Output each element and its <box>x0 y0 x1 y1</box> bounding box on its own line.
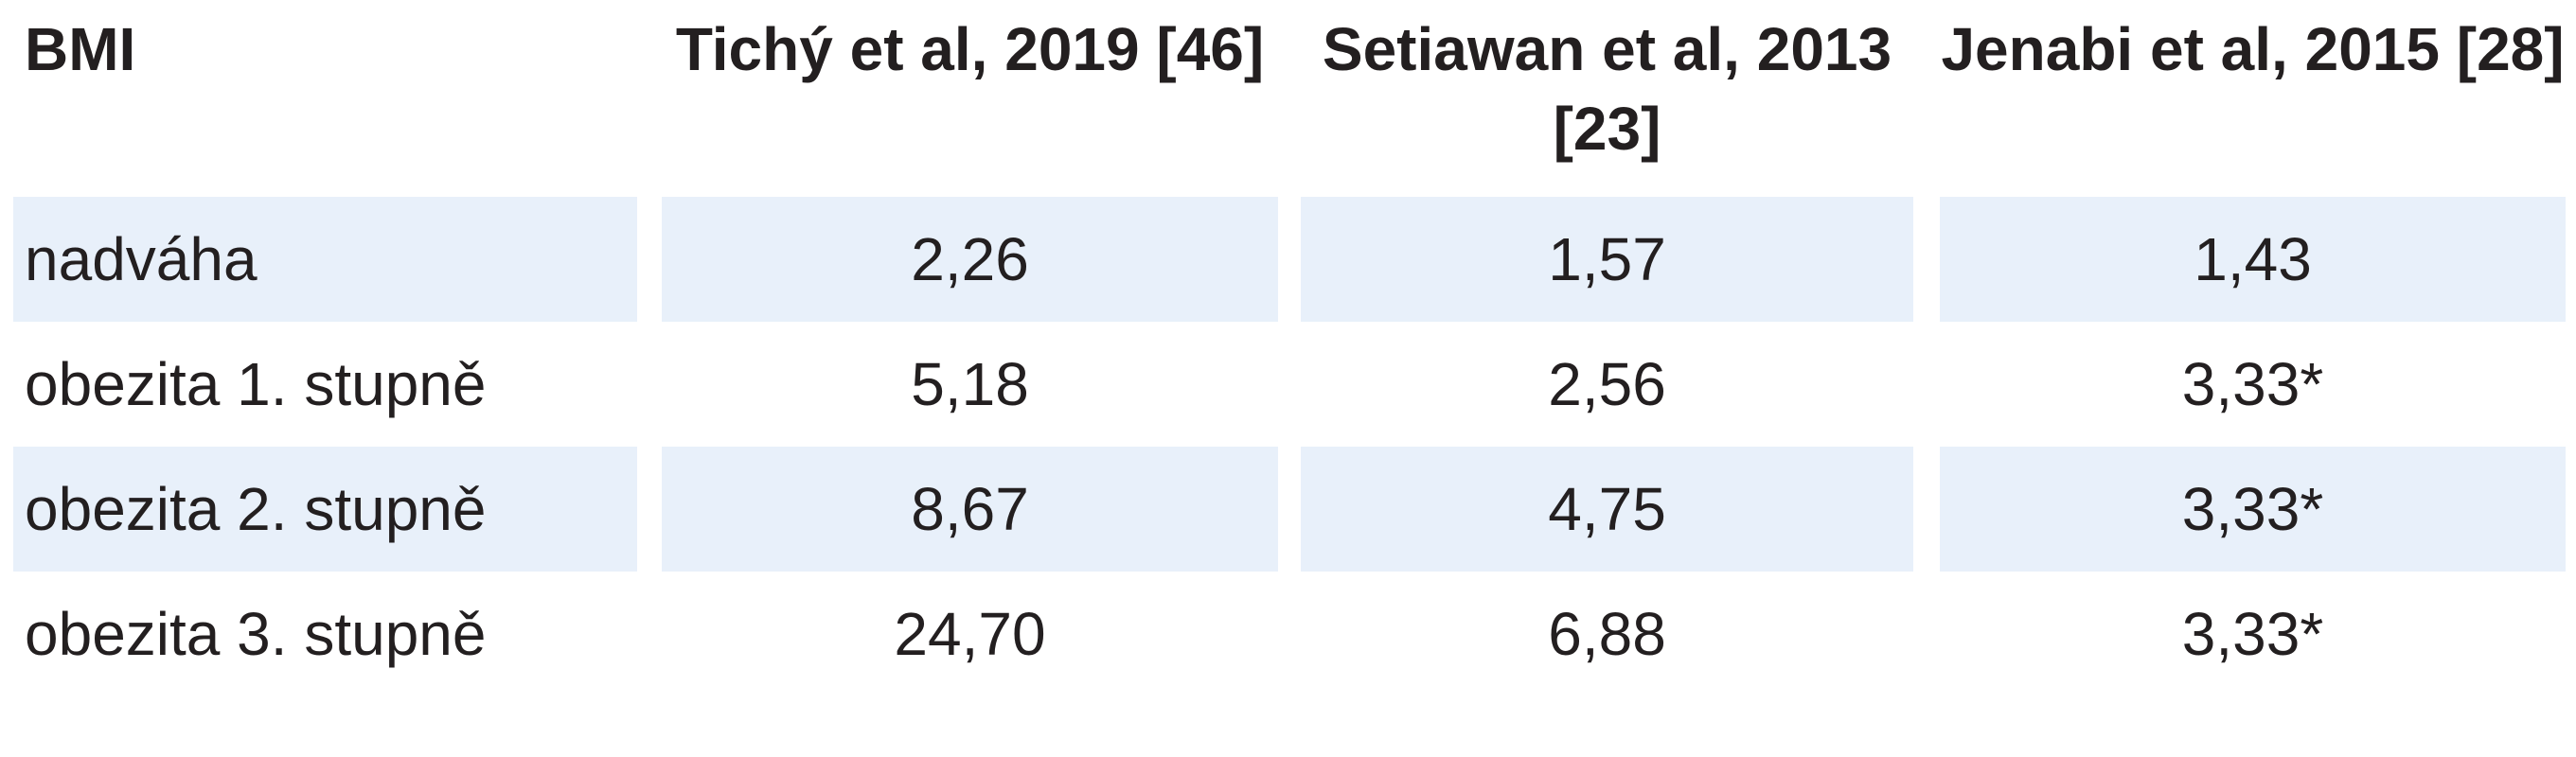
row-label: obezita 3. stupně <box>25 600 487 668</box>
row-label: nadváha <box>13 197 637 322</box>
value-cell: 2,26 <box>662 197 1278 322</box>
value-cell: 1,57 <box>1301 197 1913 322</box>
header-cell: Tichý et al, 2019 [46] <box>675 15 1265 83</box>
header-cell: BMI <box>25 15 136 83</box>
value-cell: 2,56 <box>1548 350 1666 418</box>
value-cell: 6,88 <box>1548 600 1666 668</box>
header-cell: Setiawan et al, 2013 [23] <box>1322 15 1892 163</box>
value-cell: 5,18 <box>911 350 1029 418</box>
header-cell: Jenabi et al, 2015 [28] <box>1941 15 2565 83</box>
value-cell: 8,67 <box>662 447 1278 572</box>
value-cell: 4,75 <box>1301 447 1913 572</box>
value-cell: 24,70 <box>894 600 1046 668</box>
value-cell: 1,43 <box>1940 197 2566 322</box>
value-cell: 3,33* <box>1940 447 2566 572</box>
value-cell: 3,33* <box>2181 350 2324 418</box>
row-label: obezita 1. stupně <box>25 350 487 418</box>
row-label: obezita 2. stupně <box>13 447 637 572</box>
value-cell: 3,33* <box>2181 600 2324 668</box>
